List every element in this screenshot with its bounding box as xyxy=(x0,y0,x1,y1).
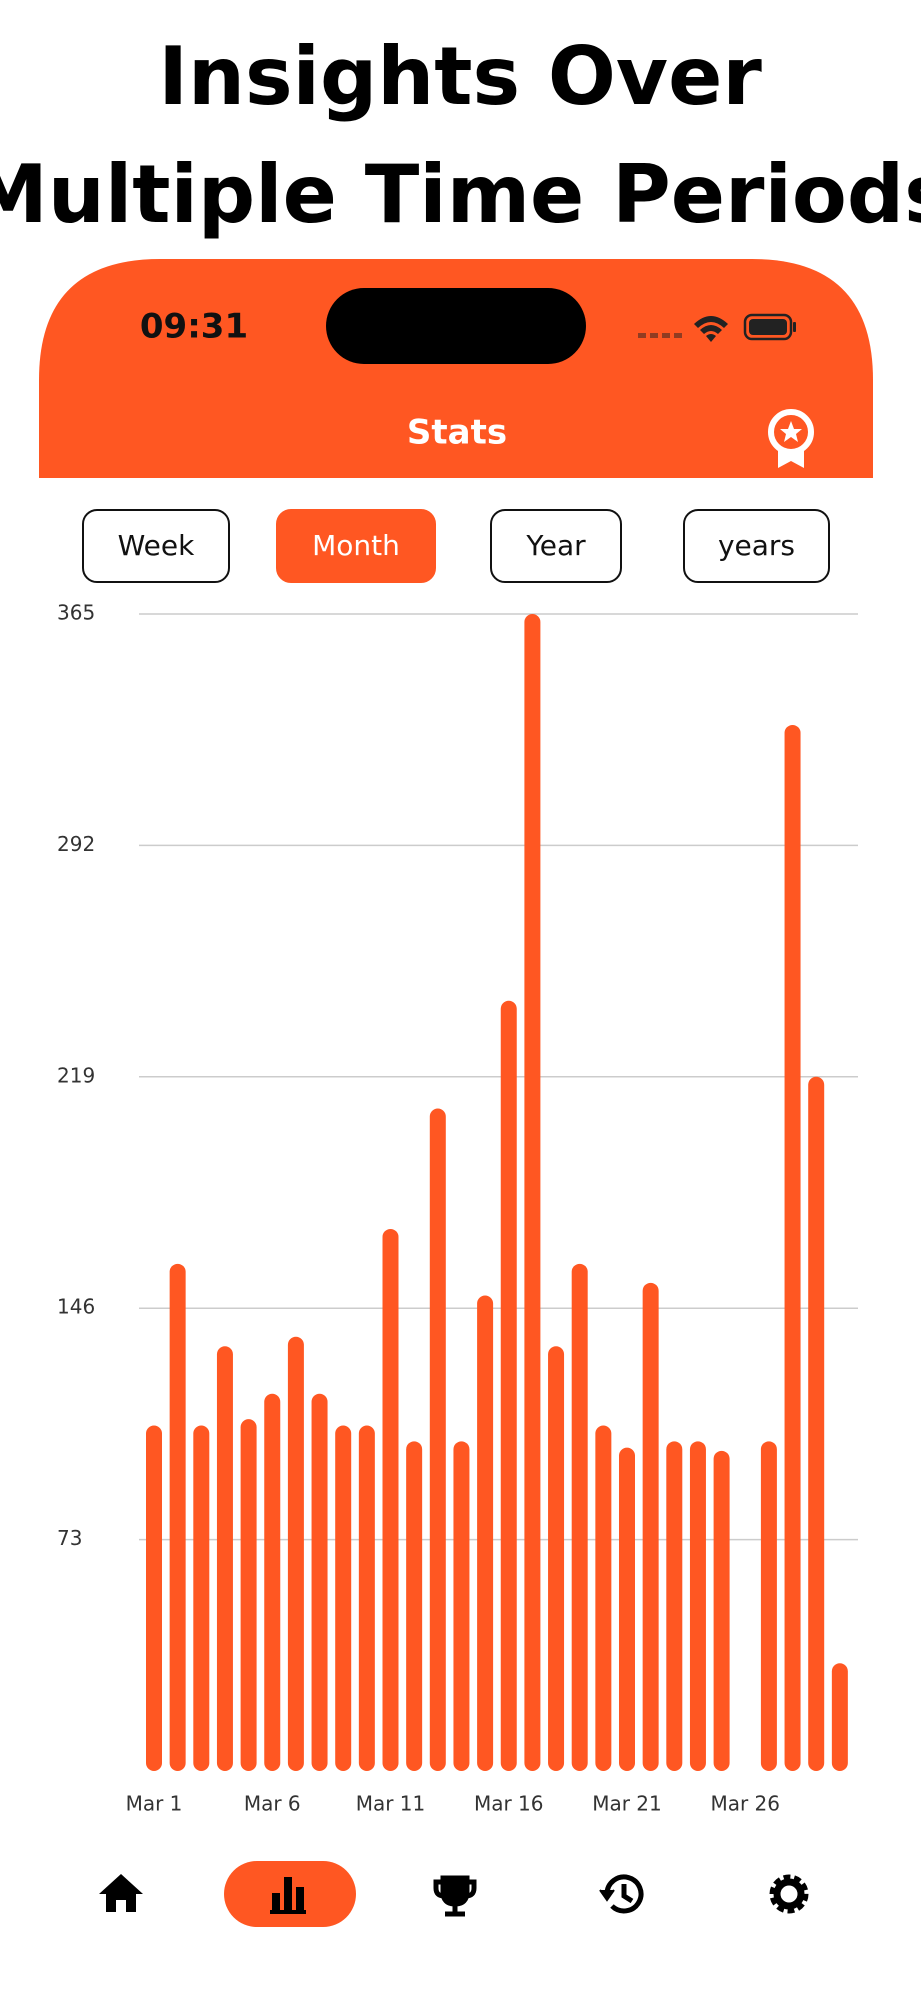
x-tick-label: Mar 11 xyxy=(356,1792,426,1816)
x-tick-label: Mar 21 xyxy=(592,1792,662,1816)
history-icon[interactable] xyxy=(599,1874,644,1914)
app-header xyxy=(39,259,873,478)
tab-button[interactable] xyxy=(82,509,230,583)
bar xyxy=(619,1447,635,1771)
bar xyxy=(548,1346,565,1771)
x-tick-label: Mar 1 xyxy=(126,1792,183,1816)
bar xyxy=(287,1336,304,1771)
bar xyxy=(571,1263,588,1771)
headline: Multiple Time Periods xyxy=(0,148,921,241)
bar xyxy=(595,1425,612,1771)
bar xyxy=(760,1441,777,1771)
bar xyxy=(406,1441,423,1771)
bar xyxy=(216,1346,233,1771)
bar xyxy=(382,1228,399,1771)
bottom-nav xyxy=(99,1861,809,1927)
stats-icon[interactable] xyxy=(270,1877,306,1914)
bar xyxy=(264,1393,281,1771)
headline: Insights Over xyxy=(158,30,762,123)
bar xyxy=(146,1425,162,1771)
bar xyxy=(453,1441,470,1771)
tab-label[interactable]: Week xyxy=(118,529,195,562)
tab-label[interactable]: years xyxy=(718,529,795,562)
bar xyxy=(500,1000,517,1771)
award-button[interactable] xyxy=(768,409,814,468)
y-tick-label: 219 xyxy=(57,1063,95,1087)
y-tick-label: 73 xyxy=(57,1526,82,1550)
bar xyxy=(477,1295,494,1771)
x-tick-label: Mar 16 xyxy=(474,1792,544,1816)
bar xyxy=(642,1282,659,1771)
tab-label[interactable]: Month xyxy=(312,529,400,562)
tab-label[interactable]: Year xyxy=(525,529,586,562)
trophy-icon[interactable] xyxy=(433,1875,477,1917)
bar xyxy=(335,1425,352,1771)
bar xyxy=(311,1393,328,1771)
y-tick-label: 365 xyxy=(57,601,95,625)
bar xyxy=(240,1419,257,1771)
home-icon[interactable] xyxy=(99,1874,143,1912)
bar xyxy=(169,1263,186,1771)
status-icons xyxy=(638,313,796,342)
bar xyxy=(831,1663,848,1771)
settings-icon[interactable] xyxy=(769,1874,809,1914)
bar xyxy=(808,1076,825,1771)
x-tick-label: Mar 6 xyxy=(244,1792,301,1816)
x-tick-label: Mar 26 xyxy=(710,1792,780,1816)
status-time: 09:31 xyxy=(140,307,248,347)
tab-button[interactable] xyxy=(683,509,830,583)
y-tick-label: 292 xyxy=(57,832,95,856)
dynamic-island xyxy=(326,288,586,364)
bar xyxy=(524,614,541,1771)
bar xyxy=(784,724,801,1771)
bar xyxy=(666,1441,683,1771)
y-tick-label: 146 xyxy=(57,1295,95,1319)
bar xyxy=(689,1441,706,1771)
tab-button[interactable] xyxy=(276,509,436,583)
bar xyxy=(358,1425,375,1771)
bar xyxy=(429,1108,446,1771)
tab-button[interactable] xyxy=(490,509,622,583)
bar xyxy=(713,1450,730,1771)
nav-title: Stats xyxy=(407,413,507,453)
bar xyxy=(193,1425,210,1771)
